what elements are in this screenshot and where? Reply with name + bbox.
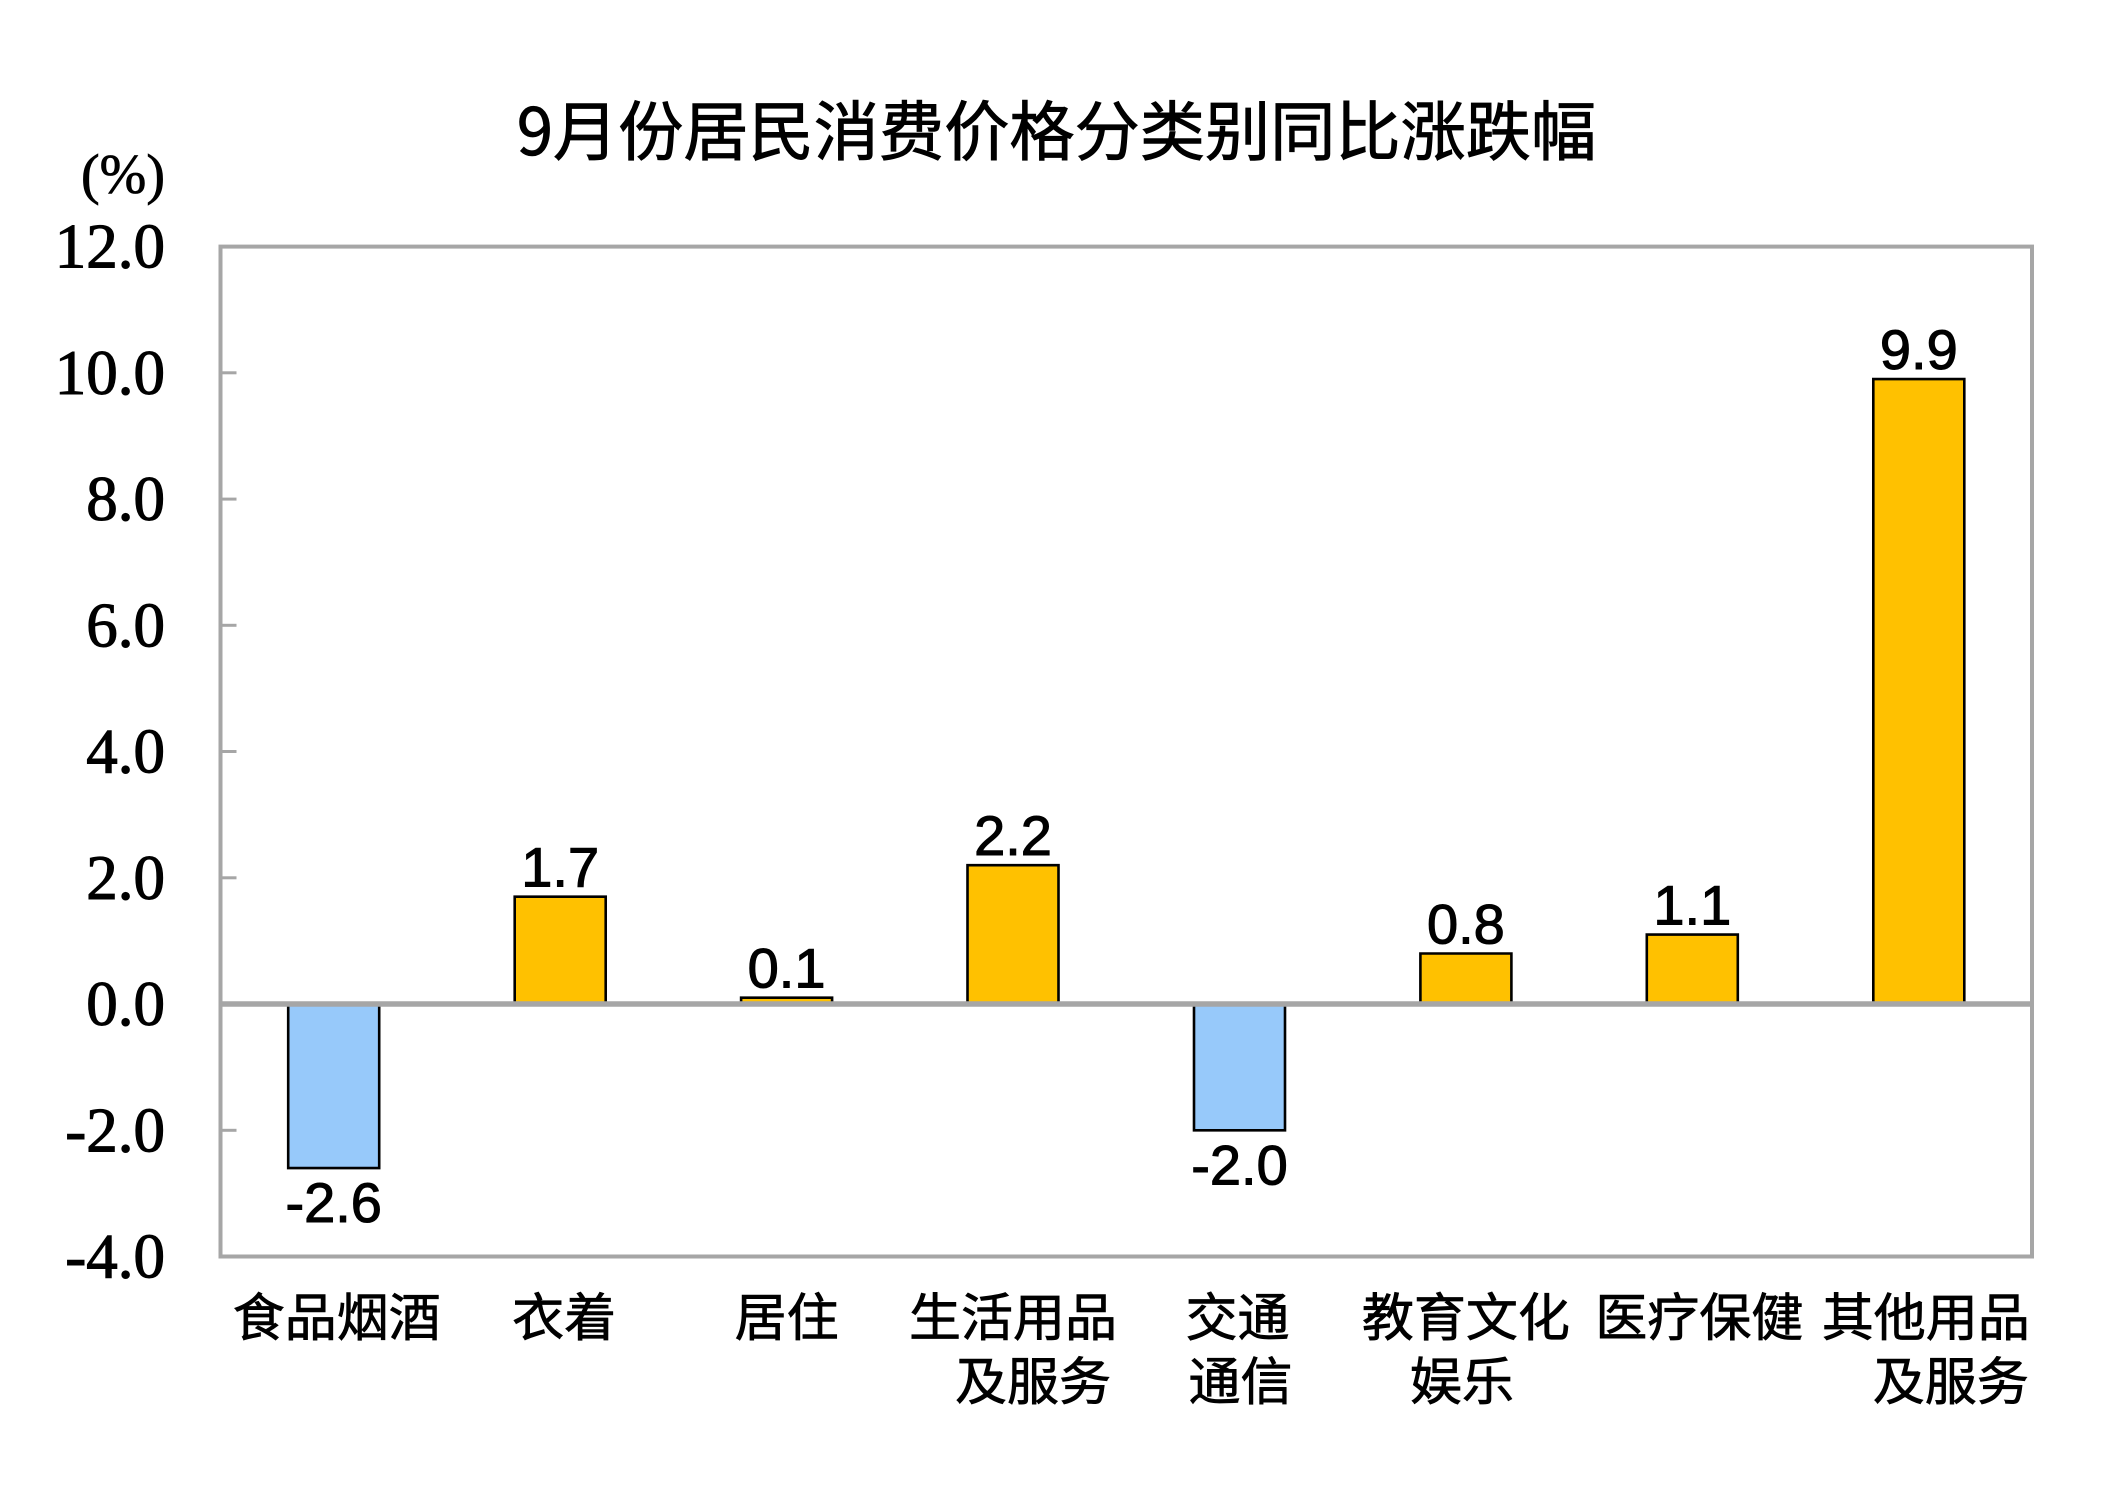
svg-text:8.0: 8.0 [86, 464, 165, 534]
svg-text:4.0: 4.0 [86, 717, 165, 787]
svg-text:-2.0: -2.0 [1191, 1133, 1288, 1196]
svg-text:(%): (%) [81, 144, 165, 206]
svg-text:2.0: 2.0 [86, 843, 165, 913]
svg-text:1.7: 1.7 [521, 836, 599, 899]
svg-text:12.0: 12.0 [55, 212, 165, 282]
svg-text:-4.0: -4.0 [65, 1222, 165, 1292]
svg-text:2.2: 2.2 [974, 804, 1052, 867]
svg-text:9.9: 9.9 [1880, 318, 1958, 381]
svg-text:6.0: 6.0 [86, 590, 165, 660]
svg-text:-2.6: -2.6 [285, 1171, 382, 1234]
svg-text:-2.0: -2.0 [65, 1095, 165, 1165]
svg-text:0.8: 0.8 [1427, 893, 1505, 956]
svg-text:1.1: 1.1 [1653, 874, 1731, 937]
svg-text:0.0: 0.0 [86, 969, 165, 1039]
svg-text:10.0: 10.0 [55, 338, 165, 408]
svg-text:0.1: 0.1 [748, 937, 826, 1000]
